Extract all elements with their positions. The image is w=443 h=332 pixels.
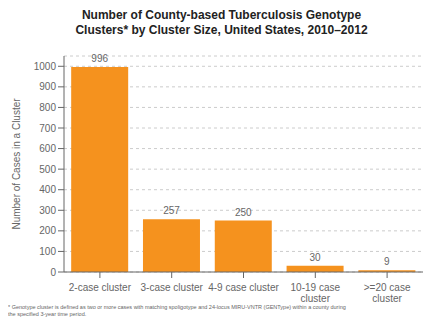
svg-text:257: 257 bbox=[163, 205, 180, 216]
svg-text:Number of Cases in a Cluster: Number of Cases in a Cluster bbox=[11, 98, 22, 230]
svg-text:500: 500 bbox=[39, 164, 56, 175]
svg-text:600: 600 bbox=[39, 143, 56, 154]
svg-text:30: 30 bbox=[310, 252, 322, 263]
svg-text:>=20 casecluster: >=20 casecluster bbox=[364, 282, 411, 304]
svg-text:900: 900 bbox=[39, 81, 56, 92]
html-text:the specified 3-year time peri: the specified 3-year time period. bbox=[8, 311, 87, 317]
svg-text:100: 100 bbox=[39, 246, 56, 257]
svg-text:0: 0 bbox=[50, 267, 56, 278]
svg-text:250: 250 bbox=[235, 207, 252, 218]
html-text:Clusters* by Cluster Size, Uni: Clusters* by Cluster Size, United States… bbox=[75, 23, 368, 37]
svg-text:2-case cluster: 2-case cluster bbox=[69, 282, 132, 293]
svg-text:1000: 1000 bbox=[34, 61, 57, 72]
svg-text:300: 300 bbox=[39, 205, 56, 216]
svg-text:10-19 casecluster: 10-19 casecluster bbox=[291, 282, 341, 304]
svg-text:3-case cluster: 3-case cluster bbox=[141, 282, 204, 293]
svg-text:400: 400 bbox=[39, 184, 56, 195]
html-text:* Genotype cluster is defined: * Genotype cluster is defined as two or … bbox=[8, 304, 346, 310]
svg-text:996: 996 bbox=[91, 53, 108, 64]
svg-text:9: 9 bbox=[384, 256, 390, 267]
svg-text:800: 800 bbox=[39, 102, 56, 113]
html-text:Number of County-based Tubercu: Number of County-based Tuberculosis Geno… bbox=[81, 8, 362, 22]
svg-text:200: 200 bbox=[39, 225, 56, 236]
svg-text:700: 700 bbox=[39, 123, 56, 134]
svg-text:4-9 case cluster: 4-9 case cluster bbox=[208, 282, 279, 293]
